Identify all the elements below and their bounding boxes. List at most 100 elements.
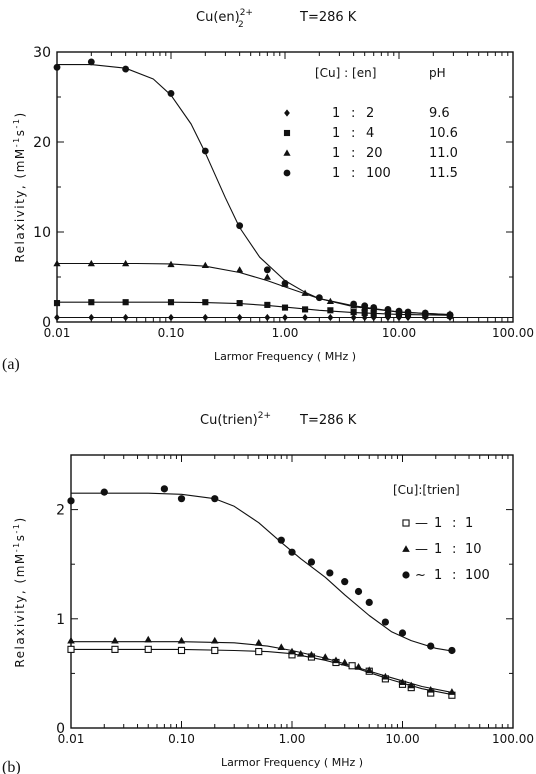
panel-a-legend: [Cu] : [en] pH 1:2 9.61:4 10.61:20 11.01:10… (283, 66, 458, 181)
series-2-point (277, 643, 286, 651)
series-4-point (421, 309, 429, 317)
legend-ph-1: 9.6 (429, 106, 450, 121)
panel-b-temperature: T=286 K (299, 413, 357, 428)
legend-ratio-right-2: 4 (366, 126, 374, 141)
series-3-point (301, 289, 309, 296)
panel-b-points (67, 485, 456, 699)
series-1-point (350, 313, 357, 322)
series-1-point (122, 313, 129, 322)
series-1-point (282, 313, 288, 322)
series-3-point (236, 266, 244, 273)
panel-a-y-label-end: ) (13, 111, 27, 117)
series-2-point (210, 636, 219, 644)
series-4-point (361, 302, 369, 310)
series-3-point (326, 569, 334, 577)
series-2-point (236, 300, 243, 307)
panel-a-legend-rows: 1:2 9.61:4 10.61:20 11.01:100 11.5 (283, 106, 458, 181)
series-3-point (427, 642, 435, 650)
y-tick-label: 0 (42, 315, 51, 331)
series-3-point (177, 495, 186, 503)
series-2-point (144, 635, 153, 643)
series-4-point (404, 308, 412, 316)
series-4-curve (57, 64, 454, 316)
series-3-point (341, 578, 349, 586)
legend-ratio-sep-3: : (452, 568, 456, 583)
panel-b-y-label-sup1: -1 (12, 541, 21, 552)
series-1-point (302, 313, 308, 322)
series-2-point (288, 647, 296, 655)
series-4-point (315, 294, 323, 302)
series-2-point (302, 306, 309, 313)
legend-dash-3: ~ (415, 568, 426, 583)
legend-marker-1 (284, 109, 290, 117)
panel-b-title-super: 2+ (258, 411, 271, 421)
series-1-point (144, 645, 152, 653)
series-3-point (122, 259, 130, 267)
panel-a-title-main: Cu(en) (196, 10, 240, 25)
series-3-curve (71, 492, 456, 653)
series-1-point (177, 646, 186, 655)
legend-ratio-sep-2: : (452, 542, 456, 557)
series-3-point (448, 646, 456, 655)
x-tick-label: 1.00 (279, 732, 306, 746)
panel-b-legend: [Cu]:[trien] —1:1— 1:10~ 1:100 (393, 483, 490, 583)
series-2-point (384, 311, 392, 318)
series-2-point (111, 636, 119, 644)
series-4-point (236, 222, 244, 230)
series-3-point (307, 558, 316, 566)
series-2-point (332, 656, 340, 664)
series-4-point (370, 304, 378, 312)
series-2-point (407, 681, 416, 689)
legend-ratio-right-2: 10 (465, 542, 482, 557)
series-3-point (201, 261, 209, 268)
panel-b-curves (71, 492, 456, 696)
series-3-curve (57, 262, 454, 316)
series-2-point (321, 653, 330, 660)
panel-a-title: Cu(en)2+ 2 (196, 8, 253, 30)
series-3-point (53, 259, 61, 267)
panel-a-legend-header-ph: pH (429, 66, 446, 80)
series-3-point (263, 273, 271, 280)
panel-b-title-main: Cu(trien) (200, 413, 258, 428)
legend-ratio-left-2: 1 (332, 126, 340, 141)
legend-marker-2 (402, 545, 410, 552)
panel-b-y-axis-label: Relaxivity, (mM-1s-1) (12, 516, 27, 667)
series-4-point (53, 63, 61, 71)
panel-a: Cu(en)2+ 2 T=286 K 0.01 0.10 1.00 10.00 100.0… (2, 8, 534, 373)
panel-b-y-label-end: ) (13, 516, 27, 522)
x-tick-label: 1.00 (272, 326, 299, 340)
series-2-point (381, 672, 390, 680)
series-3-point (288, 548, 296, 556)
panel-b-title: Cu(trien)2+ (200, 411, 271, 428)
legend-ratio-right-4: 100 (366, 166, 391, 181)
series-2-point (281, 304, 289, 311)
panel-b-legend-header-ratio: [Cu]:[trien] (393, 483, 460, 497)
panel-a-curves (57, 64, 513, 319)
x-tick-label: 10.00 (385, 732, 419, 746)
series-3-point (398, 629, 407, 637)
series-2-point (53, 300, 61, 307)
panel-b-y-axis: 0 1 2 (56, 454, 513, 737)
series-2-point (67, 636, 75, 644)
panel-a-temperature: T=286 K (299, 10, 357, 25)
series-2-point (296, 649, 305, 657)
series-2-point (177, 636, 186, 644)
series-1-point (88, 313, 95, 322)
series-4-point (395, 307, 403, 315)
y-tick-label: 10 (33, 225, 51, 241)
legend-ratio-right-1: 2 (366, 106, 374, 121)
series-1-point (168, 313, 174, 322)
panel-b-y-label-mid: s (13, 534, 27, 542)
series-1-point (264, 313, 271, 322)
legend-ratio-sep-1: : (351, 106, 355, 121)
series-2-point (307, 651, 316, 658)
legend-marker-2 (283, 129, 291, 137)
series-4-point (167, 89, 175, 97)
x-tick-label: 0.10 (168, 732, 195, 746)
panel-a-label: (a) (2, 356, 20, 373)
legend-ratio-left-3: 1 (434, 568, 442, 583)
panel-a-points (53, 58, 454, 322)
panel-b-x-axis: 0.01 0.10 1.00 10.00 100.00 (58, 455, 534, 746)
panel-a-y-axis-label: Relaxivity, (mM-1s-1) (12, 111, 27, 262)
series-3-point (160, 485, 168, 493)
